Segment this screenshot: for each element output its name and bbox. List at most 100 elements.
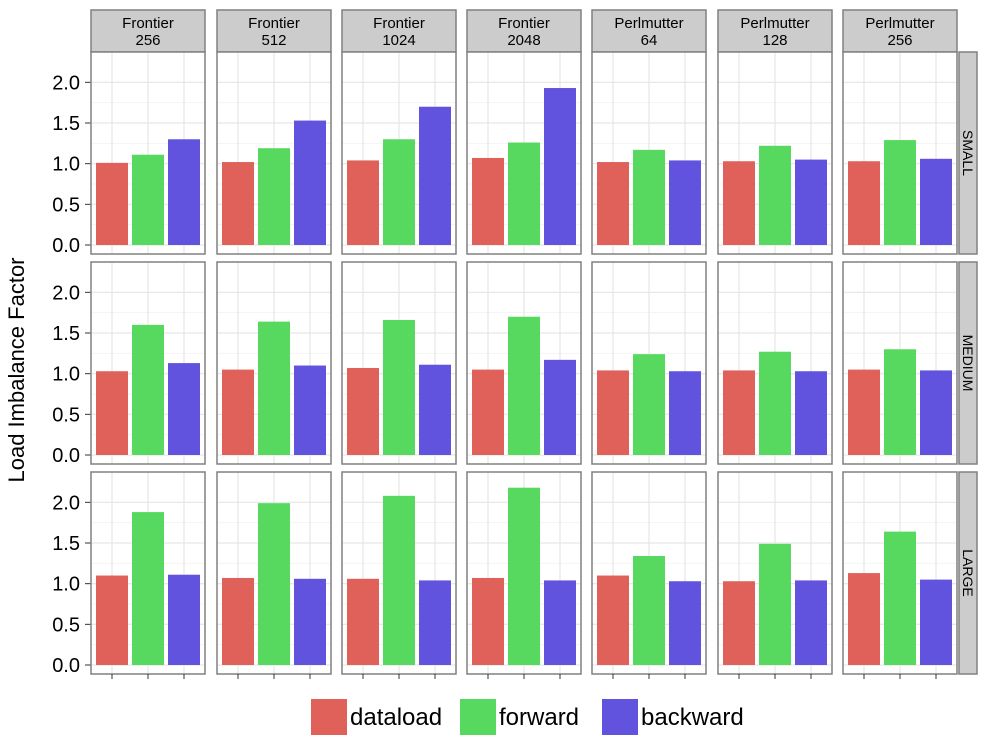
y-tick-label: 2.0 bbox=[52, 72, 80, 94]
bar-backward bbox=[419, 106, 451, 245]
y-tick-label: 1.5 bbox=[52, 113, 80, 135]
y-tick-label: 1.0 bbox=[52, 364, 80, 386]
bar-backward bbox=[419, 580, 451, 665]
bar-forward bbox=[132, 324, 164, 455]
bar-backward bbox=[294, 578, 326, 665]
bar-backward bbox=[669, 160, 701, 245]
bar-dataload bbox=[347, 160, 379, 245]
bar-backward bbox=[795, 580, 827, 665]
facet-strip-label: 128 bbox=[762, 32, 787, 49]
y-tick-label: 1.0 bbox=[52, 574, 80, 596]
facet-strip-label: 1024 bbox=[382, 32, 415, 49]
bar-dataload bbox=[347, 367, 379, 455]
bar-backward bbox=[795, 159, 827, 245]
panel-border bbox=[717, 261, 833, 465]
facet-strip-label: Frontier bbox=[498, 15, 550, 32]
legend-label-forward: forward bbox=[499, 704, 579, 731]
legend-swatch-dataload bbox=[311, 699, 347, 735]
facet-strip-label: Perlmutter bbox=[614, 15, 683, 32]
bar-forward bbox=[383, 319, 415, 455]
panel-border bbox=[842, 261, 958, 465]
y-tick-label: 1.5 bbox=[52, 323, 80, 345]
bar-dataload bbox=[848, 161, 880, 245]
bar-dataload bbox=[222, 577, 254, 665]
bar-dataload bbox=[96, 575, 128, 665]
facet-strip-label: 512 bbox=[261, 32, 286, 49]
bar-dataload bbox=[472, 577, 504, 665]
bar-forward bbox=[884, 531, 916, 665]
legend-label-dataload: dataload bbox=[350, 704, 442, 731]
facet-row-label: SMALL bbox=[960, 130, 976, 176]
bar-forward bbox=[508, 142, 540, 245]
y-tick-label: 0.5 bbox=[52, 194, 80, 216]
bar-forward bbox=[132, 512, 164, 665]
bar-backward bbox=[168, 139, 200, 245]
bar-backward bbox=[544, 359, 576, 455]
bar-backward bbox=[419, 364, 451, 455]
panel-border bbox=[341, 51, 457, 255]
facet-row-strip bbox=[958, 471, 978, 675]
bar-forward bbox=[508, 316, 540, 455]
facet-row-strip bbox=[958, 51, 978, 255]
bar-dataload bbox=[96, 371, 128, 455]
y-tick-label: 0.0 bbox=[52, 445, 80, 467]
bar-backward bbox=[168, 363, 200, 455]
bar-backward bbox=[669, 581, 701, 665]
bar-dataload bbox=[848, 369, 880, 455]
facet-strip-label: Perlmutter bbox=[865, 15, 934, 32]
panel-border bbox=[591, 51, 707, 255]
facet-strip-label: 2048 bbox=[507, 32, 540, 49]
panel-border bbox=[90, 261, 206, 465]
bar-dataload bbox=[222, 369, 254, 455]
bar-dataload bbox=[597, 162, 629, 245]
bar-forward bbox=[759, 351, 791, 455]
y-tick-label: 0.5 bbox=[52, 614, 80, 636]
bar-backward bbox=[544, 580, 576, 665]
bar-forward bbox=[132, 154, 164, 245]
facet-strip bbox=[90, 9, 206, 53]
facet-row-strip bbox=[958, 261, 978, 465]
legend-swatch-backward bbox=[602, 699, 638, 735]
bar-backward bbox=[920, 370, 952, 455]
facet-strip-label: 256 bbox=[887, 32, 912, 49]
panel-border bbox=[341, 261, 457, 465]
facet-row-label: LARGE bbox=[960, 549, 976, 596]
bar-backward bbox=[294, 120, 326, 245]
bar-backward bbox=[795, 371, 827, 455]
facet-row-label: MEDIUM bbox=[960, 335, 976, 392]
y-tick-label: 2.0 bbox=[52, 492, 80, 514]
bar-forward bbox=[258, 148, 290, 245]
facet-strip-label: Frontier bbox=[122, 15, 174, 32]
y-tick-label: 0.5 bbox=[52, 404, 80, 426]
bar-forward bbox=[633, 556, 665, 665]
y-tick-label: 2.0 bbox=[52, 282, 80, 304]
legend-label-backward: backward bbox=[641, 704, 744, 731]
facet-strip-label: 64 bbox=[641, 32, 658, 49]
bar-backward bbox=[544, 88, 576, 245]
facet-strip bbox=[466, 9, 582, 53]
bar-forward bbox=[633, 149, 665, 245]
facet-strip-label: Frontier bbox=[248, 15, 300, 32]
bar-forward bbox=[508, 487, 540, 665]
panel-border bbox=[466, 51, 582, 255]
y-tick-label: 0.0 bbox=[52, 655, 80, 677]
facet-strip-label: Frontier bbox=[373, 15, 425, 32]
bar-dataload bbox=[723, 370, 755, 455]
bar-forward bbox=[383, 139, 415, 245]
y-tick-label: 1.5 bbox=[52, 533, 80, 555]
panel-border bbox=[466, 261, 582, 465]
bar-dataload bbox=[472, 369, 504, 455]
y-tick-label: 1.0 bbox=[52, 154, 80, 176]
bar-backward bbox=[920, 158, 952, 245]
panel-border bbox=[90, 51, 206, 255]
panel-border bbox=[216, 51, 332, 255]
bar-forward bbox=[759, 145, 791, 245]
panel-border bbox=[842, 51, 958, 255]
bar-forward bbox=[258, 321, 290, 455]
bar-dataload bbox=[597, 370, 629, 455]
bar-dataload bbox=[597, 575, 629, 665]
facet-strip bbox=[216, 9, 332, 53]
bar-forward bbox=[884, 140, 916, 245]
